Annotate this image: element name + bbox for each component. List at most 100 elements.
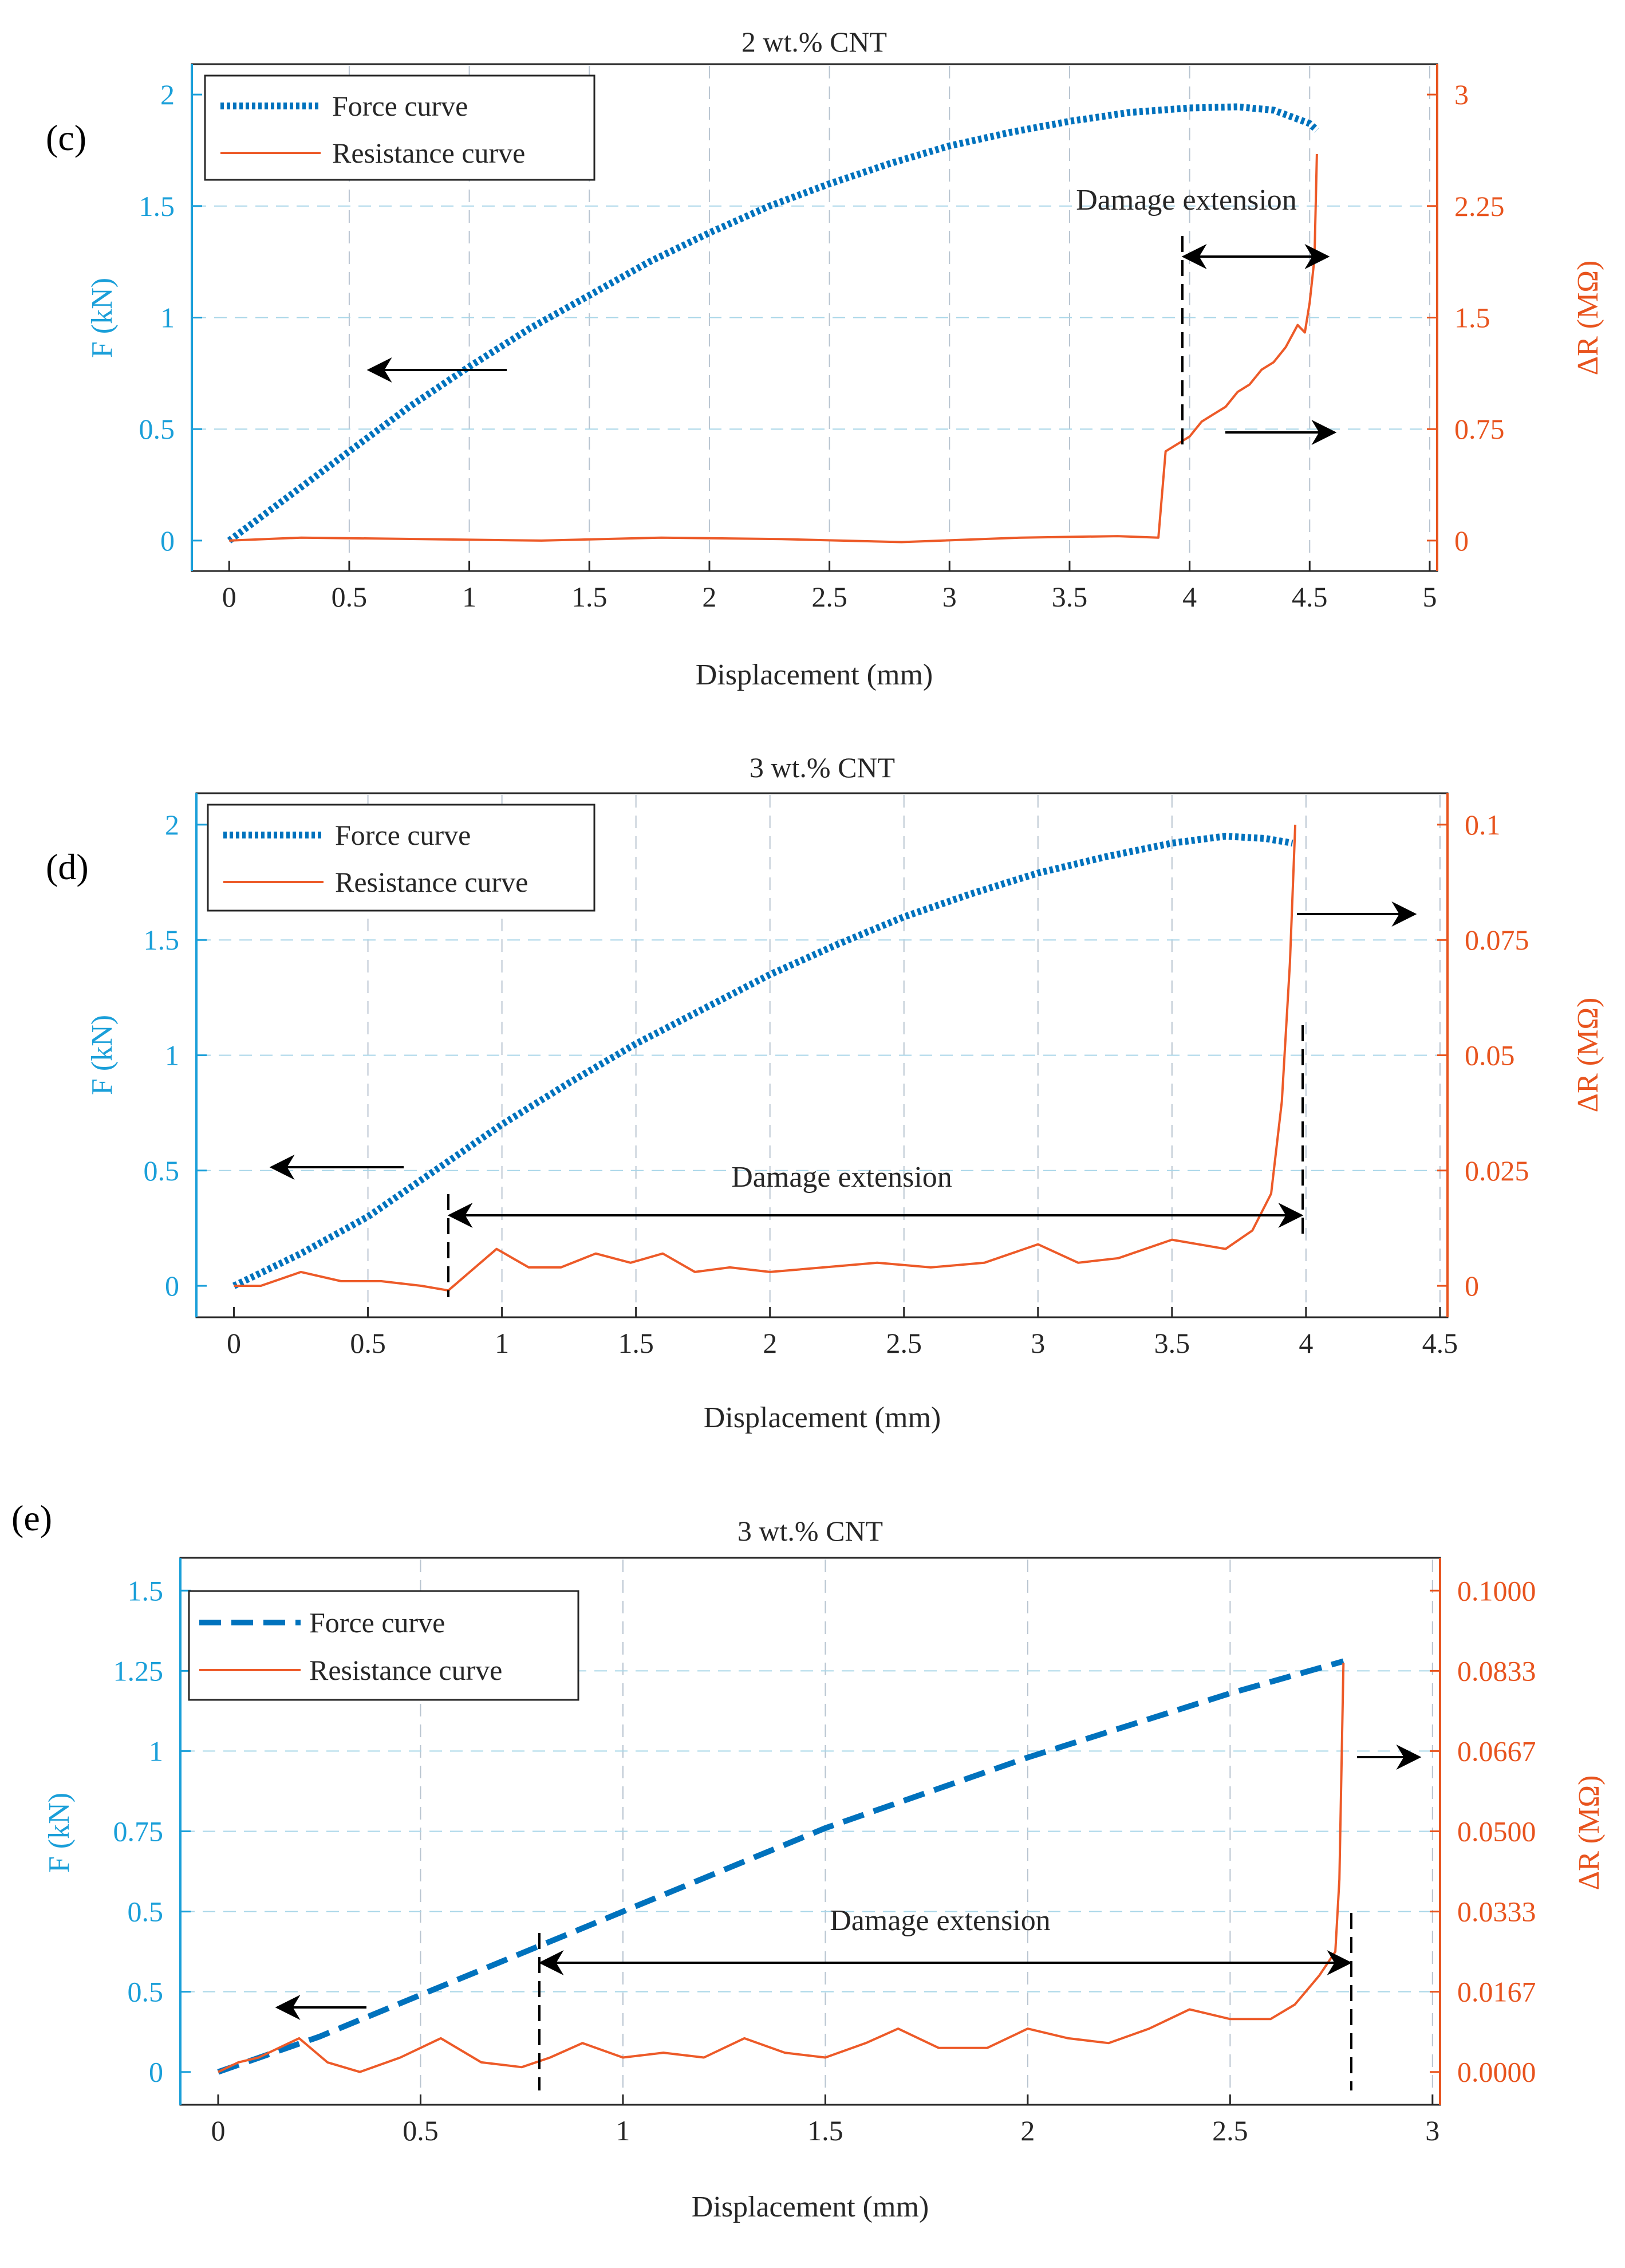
annotations: Damage extension (275, 1745, 1422, 2090)
y-left-tick-label: 1 (149, 1735, 163, 1767)
y-left-tick-label: 0.5 (144, 1155, 180, 1187)
y-right-tick-label: 0.075 (1465, 924, 1529, 956)
force-curve-line (232, 833, 1293, 1289)
y-right-tick-label: 0.0167 (1457, 1976, 1536, 2008)
x-tick-label: 2.5 (1212, 2115, 1248, 2147)
y-left-tick-label: 1.25 (113, 1655, 164, 1687)
x-tick-label: 0 (227, 1327, 241, 1359)
x-tick-label: 1.5 (618, 1327, 654, 1359)
legend-resistance-label: Resistance curve (309, 1654, 502, 1686)
y-left-tick-label: 0.75 (113, 1816, 164, 1848)
y-right-tick-label: 0.1 (1465, 809, 1501, 841)
gridlines (179, 1558, 1441, 2105)
damage-extension-label: Damage extension (731, 1161, 952, 1194)
y-axis-label-left: F (kN) (86, 278, 119, 358)
y-right-tick-label: 0.0000 (1457, 2056, 1536, 2088)
resistance-curve-line (218, 1663, 1345, 2073)
legend-force-label: Force curve (332, 90, 468, 122)
x-tick-label: 3 (942, 581, 957, 613)
chart-panel-e: 0 0.5 1 1.5 2 2.5 3 0 0.0000 0.5 0.0167 0.5 0.0333 0.… (11, 1498, 1606, 2223)
x-tick-label: 1.5 (571, 581, 608, 613)
y-left-tick-label: 0.5 (128, 1976, 164, 2008)
legend: Force curve Resistance curve (204, 74, 595, 181)
x-tick-label: 0.5 (350, 1327, 386, 1359)
panel-label: (c) (46, 117, 86, 158)
annotations: Damage extension (269, 901, 1417, 1297)
x-tick-label: 5 (1422, 581, 1437, 613)
x-tick-label: 2.5 (886, 1327, 922, 1359)
legend-force-label: Force curve (309, 1606, 445, 1639)
tick-labels: 0 0.5 1 1.5 2 2.5 3 3.5 4 4.5 50 00.5 0.751 1.51.5 2.2… (139, 78, 1505, 613)
x-axis-label: Displacement (mm) (696, 659, 933, 691)
x-axis-label: Displacement (mm) (704, 1401, 941, 1434)
legend-box (207, 804, 595, 912)
y-right-tick-label: 0.75 (1454, 413, 1505, 445)
panel-label: (d) (46, 846, 89, 887)
x-tick-label: 2 (763, 1327, 777, 1359)
chart-title: 2 wt.% CNT (741, 26, 887, 58)
legend: Force curve Resistance curve (188, 1590, 579, 1701)
series-group (232, 824, 1297, 1292)
x-tick-label: 3 (1031, 1327, 1045, 1359)
resistance-curve-line (234, 824, 1297, 1292)
y-axis-label-left: F (kN) (86, 1015, 119, 1095)
x-tick-label: 3 (1425, 2115, 1439, 2147)
x-tick-label: 0.5 (403, 2115, 439, 2147)
y-right-tick-label: 3 (1454, 78, 1469, 111)
y-left-tick-label: 0 (149, 2056, 163, 2088)
y-right-tick-label: 0 (1454, 525, 1469, 557)
resistance-curve-line (229, 153, 1318, 544)
y-left-tick-label: 1 (165, 1040, 179, 1072)
damage-extension-label: Damage extension (1076, 184, 1297, 216)
x-tick-label: 3.5 (1052, 581, 1088, 613)
x-tick-label: 2.5 (811, 581, 847, 613)
legend-resistance-label: Resistance curve (332, 137, 525, 169)
y-left-tick-label: 2 (165, 809, 179, 841)
y-axis-label-right: ΔR (MΩ) (1572, 261, 1604, 376)
y-left-tick-label: 1.5 (128, 1574, 164, 1606)
x-tick-label: 0 (211, 2115, 226, 2147)
panel-label: (e) (11, 1498, 52, 1538)
y-right-tick-label: 0.05 (1465, 1040, 1515, 1072)
y-right-tick-label: 0.0333 (1457, 1896, 1536, 1928)
y-right-tick-label: 2.25 (1454, 190, 1505, 222)
y-right-tick-label: 0.025 (1465, 1155, 1529, 1187)
chart-title: 3 wt.% CNT (750, 751, 895, 783)
y-left-tick-label: 2 (160, 78, 175, 111)
y-left-tick-label: 0.5 (139, 413, 175, 445)
x-axis-label: Displacement (mm) (692, 2191, 929, 2223)
y-axis-label-right: ΔR (MΩ) (1572, 998, 1604, 1113)
y-left-tick-label: 0 (165, 1270, 179, 1302)
x-tick-label: 4.5 (1292, 581, 1328, 613)
damage-extension-label: Damage extension (830, 1904, 1051, 1937)
x-tick-label: 0 (222, 581, 236, 613)
legend-resistance-label: Resistance curve (335, 866, 528, 898)
legend-box (204, 74, 595, 181)
tick-labels: 0 0.5 1 1.5 2 2.5 3 0 0.0000 0.5 0.0167 0.5 0.0333 0.… (113, 1574, 1536, 2147)
x-tick-label: 4 (1182, 581, 1197, 613)
y-right-tick-label: 0.0500 (1457, 1816, 1536, 1848)
y-axis-label-right: ΔR (MΩ) (1573, 1775, 1606, 1891)
chart-title: 3 wt.% CNT (737, 1515, 883, 1547)
legend-box (188, 1590, 579, 1701)
annotations: Damage extension (366, 184, 1337, 447)
x-tick-label: 3.5 (1154, 1327, 1190, 1359)
x-tick-label: 2 (702, 581, 716, 613)
y-right-tick-label: 0.0667 (1457, 1735, 1536, 1767)
legend-force-label: Force curve (335, 819, 471, 851)
x-tick-label: 4.5 (1422, 1327, 1458, 1359)
force-curve-line (227, 103, 1319, 544)
x-tick-label: 1 (462, 581, 476, 613)
y-right-tick-label: 0 (1465, 1270, 1479, 1302)
x-tick-label: 1 (495, 1327, 509, 1359)
force-curve-line (217, 1658, 1344, 2075)
x-tick-label: 1 (616, 2115, 630, 2147)
legend: Force curve Resistance curve (207, 804, 595, 912)
x-tick-label: 1.5 (807, 2115, 843, 2147)
y-left-tick-label: 0.5 (128, 1896, 164, 1928)
x-tick-label: 0.5 (332, 581, 368, 613)
y-left-tick-label: 1.5 (144, 924, 180, 956)
